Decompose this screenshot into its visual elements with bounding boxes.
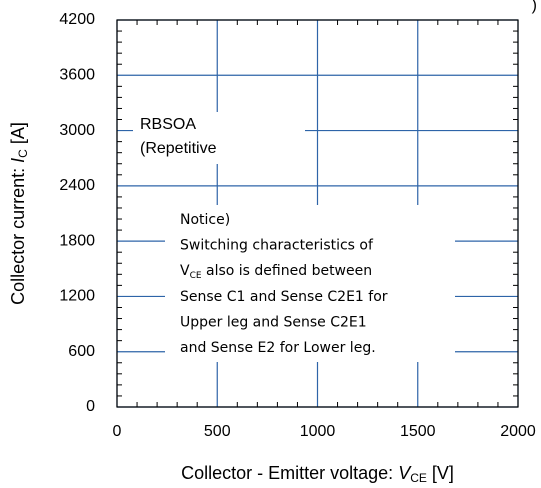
- annotation-text: Sense C1 and Sense C2E1 for: [180, 289, 388, 305]
- annotation-text: (Repetitive: [140, 140, 217, 157]
- label-text: Collector current:: [8, 163, 28, 305]
- xlabel: Collector - Emitter voltage: VCE [V]: [181, 463, 454, 485]
- subscript: C: [16, 149, 30, 158]
- x-tick-label: 500: [204, 423, 231, 440]
- subscript: CE: [410, 471, 427, 485]
- x-tick-label: 2000: [500, 423, 536, 440]
- annotation-text: VCE also is defined between: [180, 263, 372, 281]
- y-tick-label: 2400: [59, 177, 95, 194]
- subscript: CE: [190, 271, 202, 281]
- annotation-text: and Sense E2 for Lower leg.: [180, 340, 376, 356]
- x-tick-label: 0: [113, 423, 122, 440]
- label-text: [A]: [8, 122, 28, 149]
- y-tick-label: 3000: [59, 122, 95, 139]
- annotation-text: Notice): [180, 212, 230, 228]
- y-tick-label: 600: [68, 343, 95, 360]
- y-tick-label: 1200: [59, 288, 95, 305]
- symbol: I: [8, 158, 28, 163]
- annotation-box: [133, 112, 305, 164]
- corner-text: ): [532, 0, 537, 14]
- plot-frame: [116, 19, 519, 408]
- ylabel: Collector current: IC [A]: [8, 122, 30, 305]
- label-text: [V]: [427, 463, 454, 483]
- annotation-text: Upper leg and Sense C2E1: [180, 314, 367, 330]
- y-tick-label: 3600: [59, 67, 95, 84]
- y-tick-label: 1800: [59, 232, 95, 249]
- symbol: V: [398, 463, 412, 483]
- label-text: Collector - Emitter voltage:: [181, 463, 398, 483]
- text: also is defined between: [202, 263, 373, 279]
- y-tick-label: 4200: [59, 11, 95, 28]
- annotation-text: RBSOA: [140, 116, 196, 133]
- annotation-box: [165, 205, 455, 362]
- annotation-text: Switching characteristics of: [180, 238, 374, 254]
- y-tick-label: 0: [86, 398, 95, 415]
- symbol: V: [180, 263, 190, 279]
- x-tick-label: 1000: [300, 423, 336, 440]
- x-tick-label: 1500: [400, 423, 436, 440]
